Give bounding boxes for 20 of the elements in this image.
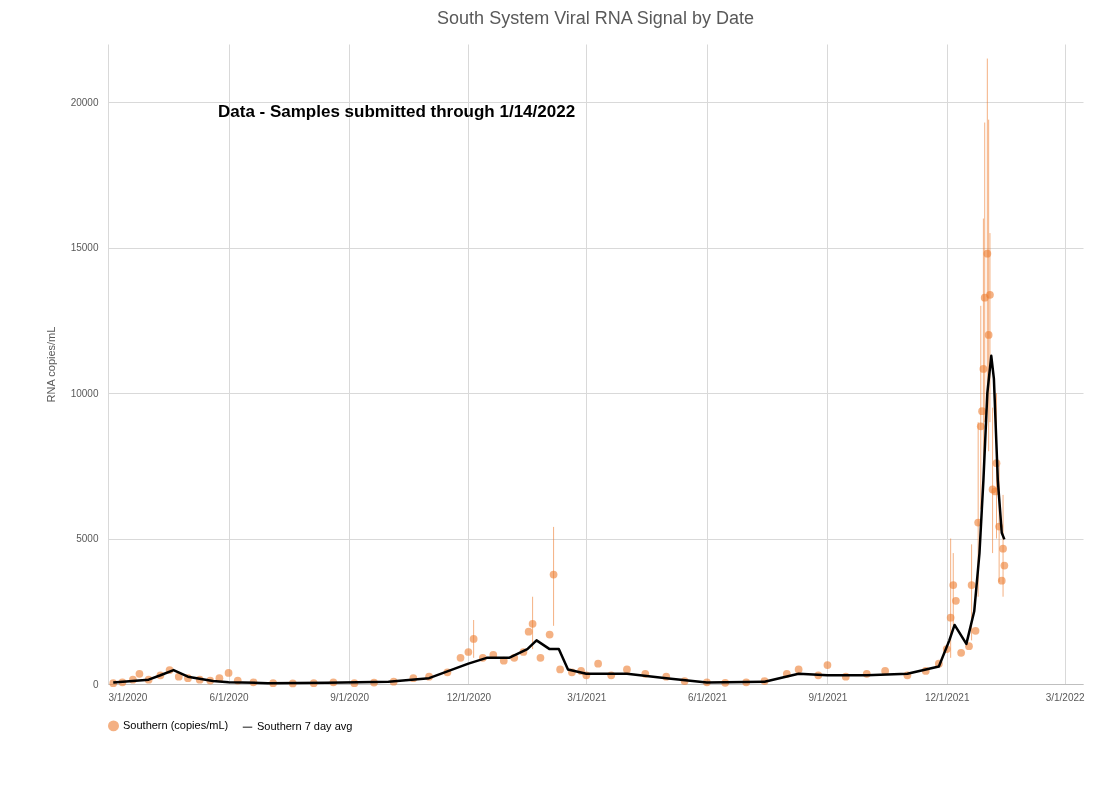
y-axis-title: RNA copies/mL (44, 326, 57, 403)
x-tick-label: 12/1/2021 (924, 691, 970, 703)
legend-label: Southern 7 day avg (257, 720, 353, 733)
annotation: Data - Samples submitted through 1/14/2022 (218, 102, 576, 121)
y-tick-label: 20000 (70, 96, 99, 108)
x-tick-label: 3/1/2021 (567, 691, 607, 703)
x-tick-label: 3/1/2022 (1045, 691, 1086, 703)
x-tick-label: 9/1/2021 (808, 691, 848, 703)
line-series (111, 354, 1006, 685)
x-tick-label: 12/1/2020 (446, 691, 492, 703)
chart-title: South System Viral RNA Signal by Date (437, 8, 754, 28)
legend-label: Southern (copies/mL) (123, 718, 229, 731)
y-tick-label: 0 (92, 678, 99, 690)
x-tick-label: 3/1/2020 (108, 691, 148, 703)
y-tick-label: 5000 (76, 533, 99, 545)
x-tick-label: 6/1/2020 (209, 691, 249, 703)
y-tick-label: 15000 (70, 242, 99, 254)
x-tick-label: 6/1/2021 (687, 691, 728, 703)
x-tick-label: 9/1/2020 (330, 691, 370, 703)
y-tick-label: 10000 (70, 387, 99, 399)
